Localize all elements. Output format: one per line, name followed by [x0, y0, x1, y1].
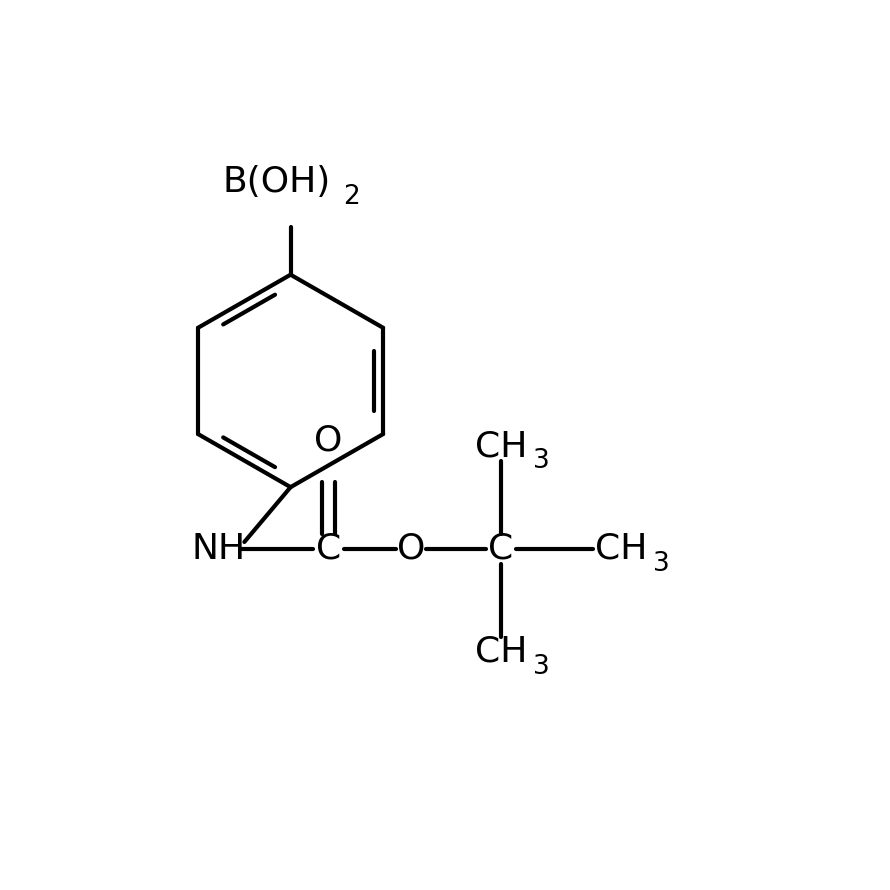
Text: C: C	[489, 532, 514, 566]
Text: 3: 3	[532, 653, 549, 680]
Text: 3: 3	[532, 448, 549, 474]
Text: C: C	[316, 532, 341, 566]
Text: 2: 2	[343, 184, 360, 210]
Text: O: O	[397, 532, 425, 566]
Text: CH: CH	[474, 429, 527, 463]
Text: 3: 3	[653, 551, 670, 577]
Text: CH: CH	[595, 532, 648, 566]
Text: B(OH): B(OH)	[222, 166, 331, 199]
Text: CH: CH	[474, 635, 527, 668]
Text: O: O	[314, 424, 343, 457]
Text: NH: NH	[191, 532, 246, 566]
